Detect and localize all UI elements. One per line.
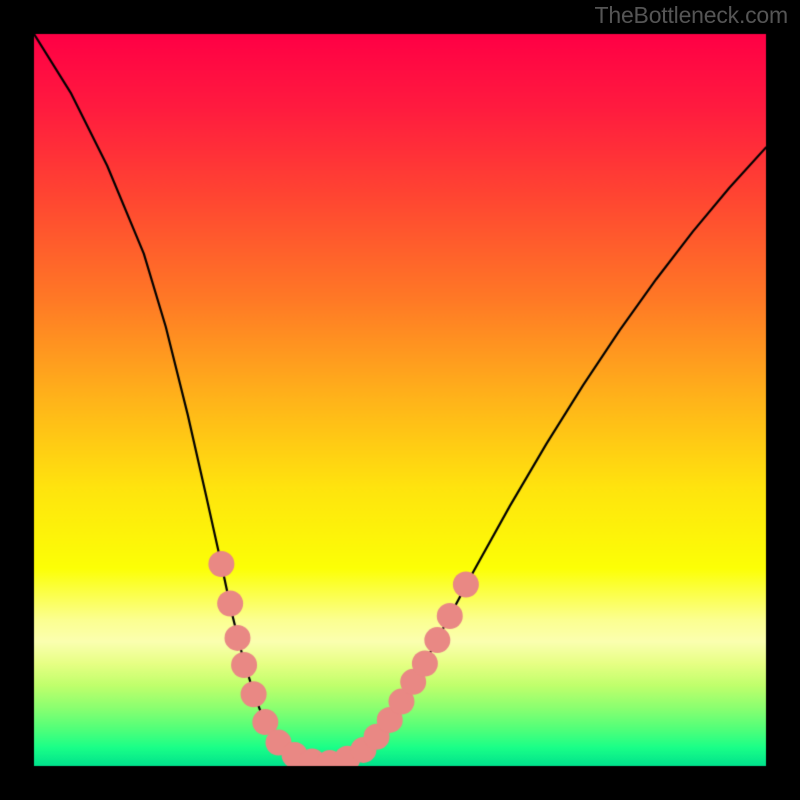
bottleneck-chart [0,0,800,800]
watermark-text: TheBottleneck.com [595,2,788,29]
